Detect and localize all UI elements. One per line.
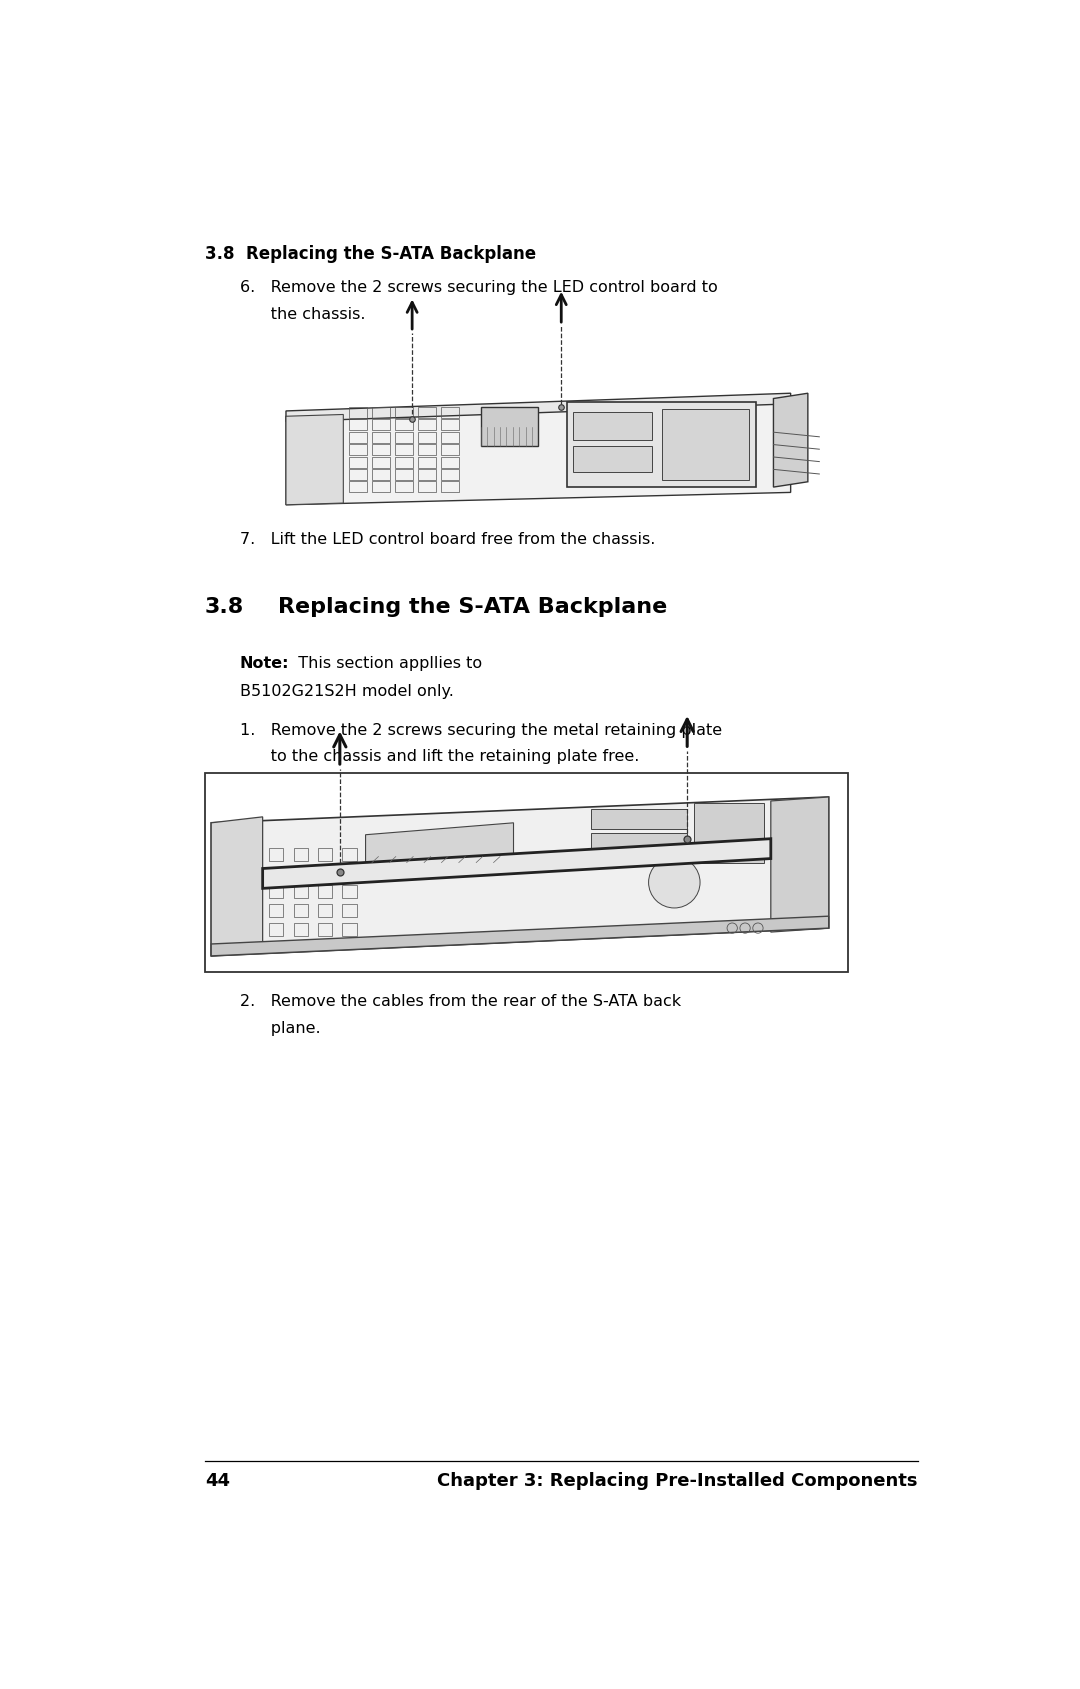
Bar bbox=[395, 421, 414, 431]
Bar bbox=[372, 444, 390, 456]
Bar bbox=[294, 885, 308, 899]
Bar bbox=[269, 924, 283, 936]
Bar bbox=[418, 432, 436, 444]
Polygon shape bbox=[771, 797, 828, 932]
Polygon shape bbox=[212, 797, 828, 956]
Bar bbox=[294, 866, 308, 880]
Bar bbox=[395, 444, 414, 456]
Bar bbox=[205, 774, 848, 973]
Bar bbox=[441, 444, 459, 456]
Bar bbox=[418, 470, 436, 481]
Bar bbox=[372, 421, 390, 431]
Polygon shape bbox=[773, 394, 808, 488]
Text: Note:: Note: bbox=[240, 655, 289, 671]
Bar bbox=[318, 885, 333, 899]
Bar bbox=[349, 444, 367, 456]
Bar bbox=[318, 866, 333, 880]
Text: Chapter 3: Replacing Pre-Installed Components: Chapter 3: Replacing Pre-Installed Compo… bbox=[437, 1471, 918, 1490]
Text: 2.   Remove the cables from the rear of the S-ATA back: 2. Remove the cables from the rear of th… bbox=[240, 993, 680, 1008]
Polygon shape bbox=[365, 823, 513, 868]
Bar bbox=[567, 404, 756, 488]
Bar bbox=[395, 481, 414, 493]
Bar bbox=[318, 924, 333, 936]
Bar bbox=[342, 905, 356, 917]
Bar bbox=[662, 410, 748, 481]
Bar bbox=[441, 458, 459, 468]
Bar bbox=[395, 470, 414, 481]
Bar bbox=[481, 409, 538, 448]
Bar bbox=[591, 833, 687, 856]
Bar bbox=[418, 481, 436, 493]
Bar bbox=[693, 804, 765, 863]
Bar bbox=[395, 407, 414, 419]
Text: 1.   Remove the 2 screws securing the metal retaining plate: 1. Remove the 2 screws securing the meta… bbox=[240, 723, 721, 736]
Bar bbox=[418, 407, 436, 419]
Polygon shape bbox=[212, 917, 828, 956]
Bar bbox=[294, 924, 308, 936]
Bar bbox=[441, 432, 459, 444]
Polygon shape bbox=[262, 839, 771, 888]
Polygon shape bbox=[286, 399, 791, 505]
Bar bbox=[342, 924, 356, 936]
Bar bbox=[572, 414, 652, 441]
Text: 3.8: 3.8 bbox=[205, 596, 244, 616]
Text: the chassis.: the chassis. bbox=[240, 307, 365, 321]
Bar bbox=[372, 470, 390, 481]
Bar bbox=[342, 885, 356, 899]
Text: to the chassis and lift the retaining plate free.: to the chassis and lift the retaining pl… bbox=[240, 748, 639, 763]
Bar bbox=[318, 848, 333, 861]
Text: plane.: plane. bbox=[240, 1020, 321, 1035]
Text: Replacing the S-ATA Backplane: Replacing the S-ATA Backplane bbox=[247, 596, 667, 616]
Bar bbox=[395, 432, 414, 444]
Bar bbox=[591, 809, 687, 829]
Bar bbox=[418, 421, 436, 431]
Bar bbox=[349, 421, 367, 431]
Circle shape bbox=[649, 858, 700, 909]
Text: 7.   Lift the LED control board free from the chassis.: 7. Lift the LED control board free from … bbox=[240, 532, 654, 547]
Bar bbox=[441, 421, 459, 431]
Bar bbox=[349, 407, 367, 419]
Polygon shape bbox=[212, 817, 262, 956]
Bar bbox=[395, 458, 414, 468]
Bar bbox=[269, 885, 283, 899]
Bar bbox=[372, 432, 390, 444]
Bar bbox=[418, 444, 436, 456]
Bar bbox=[372, 481, 390, 493]
Bar bbox=[418, 458, 436, 468]
Bar bbox=[372, 458, 390, 468]
Text: B5102G21S2H model only.: B5102G21S2H model only. bbox=[240, 684, 454, 699]
Bar bbox=[441, 470, 459, 481]
Bar bbox=[349, 458, 367, 468]
Bar bbox=[269, 866, 283, 880]
Bar bbox=[441, 481, 459, 493]
Polygon shape bbox=[286, 394, 791, 422]
Bar bbox=[342, 866, 356, 880]
Bar bbox=[349, 432, 367, 444]
Bar bbox=[318, 905, 333, 917]
Text: 3.8  Replacing the S-ATA Backplane: 3.8 Replacing the S-ATA Backplane bbox=[205, 245, 536, 263]
Text: 6.   Remove the 2 screws securing the LED control board to: 6. Remove the 2 screws securing the LED … bbox=[240, 280, 717, 294]
Polygon shape bbox=[286, 415, 343, 505]
Bar bbox=[349, 481, 367, 493]
Bar bbox=[342, 848, 356, 861]
Text: 44: 44 bbox=[205, 1471, 230, 1490]
Bar bbox=[269, 905, 283, 917]
Bar bbox=[269, 848, 283, 861]
Bar bbox=[294, 848, 308, 861]
Bar bbox=[372, 407, 390, 419]
Bar bbox=[349, 470, 367, 481]
Bar bbox=[294, 905, 308, 917]
Bar bbox=[441, 407, 459, 419]
Text: This section appllies to: This section appllies to bbox=[287, 655, 482, 671]
Bar bbox=[572, 448, 652, 473]
